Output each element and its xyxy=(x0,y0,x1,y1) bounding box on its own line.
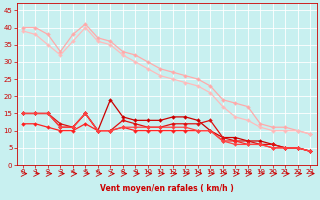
X-axis label: Vent moyen/en rafales ( km/h ): Vent moyen/en rafales ( km/h ) xyxy=(100,184,234,193)
